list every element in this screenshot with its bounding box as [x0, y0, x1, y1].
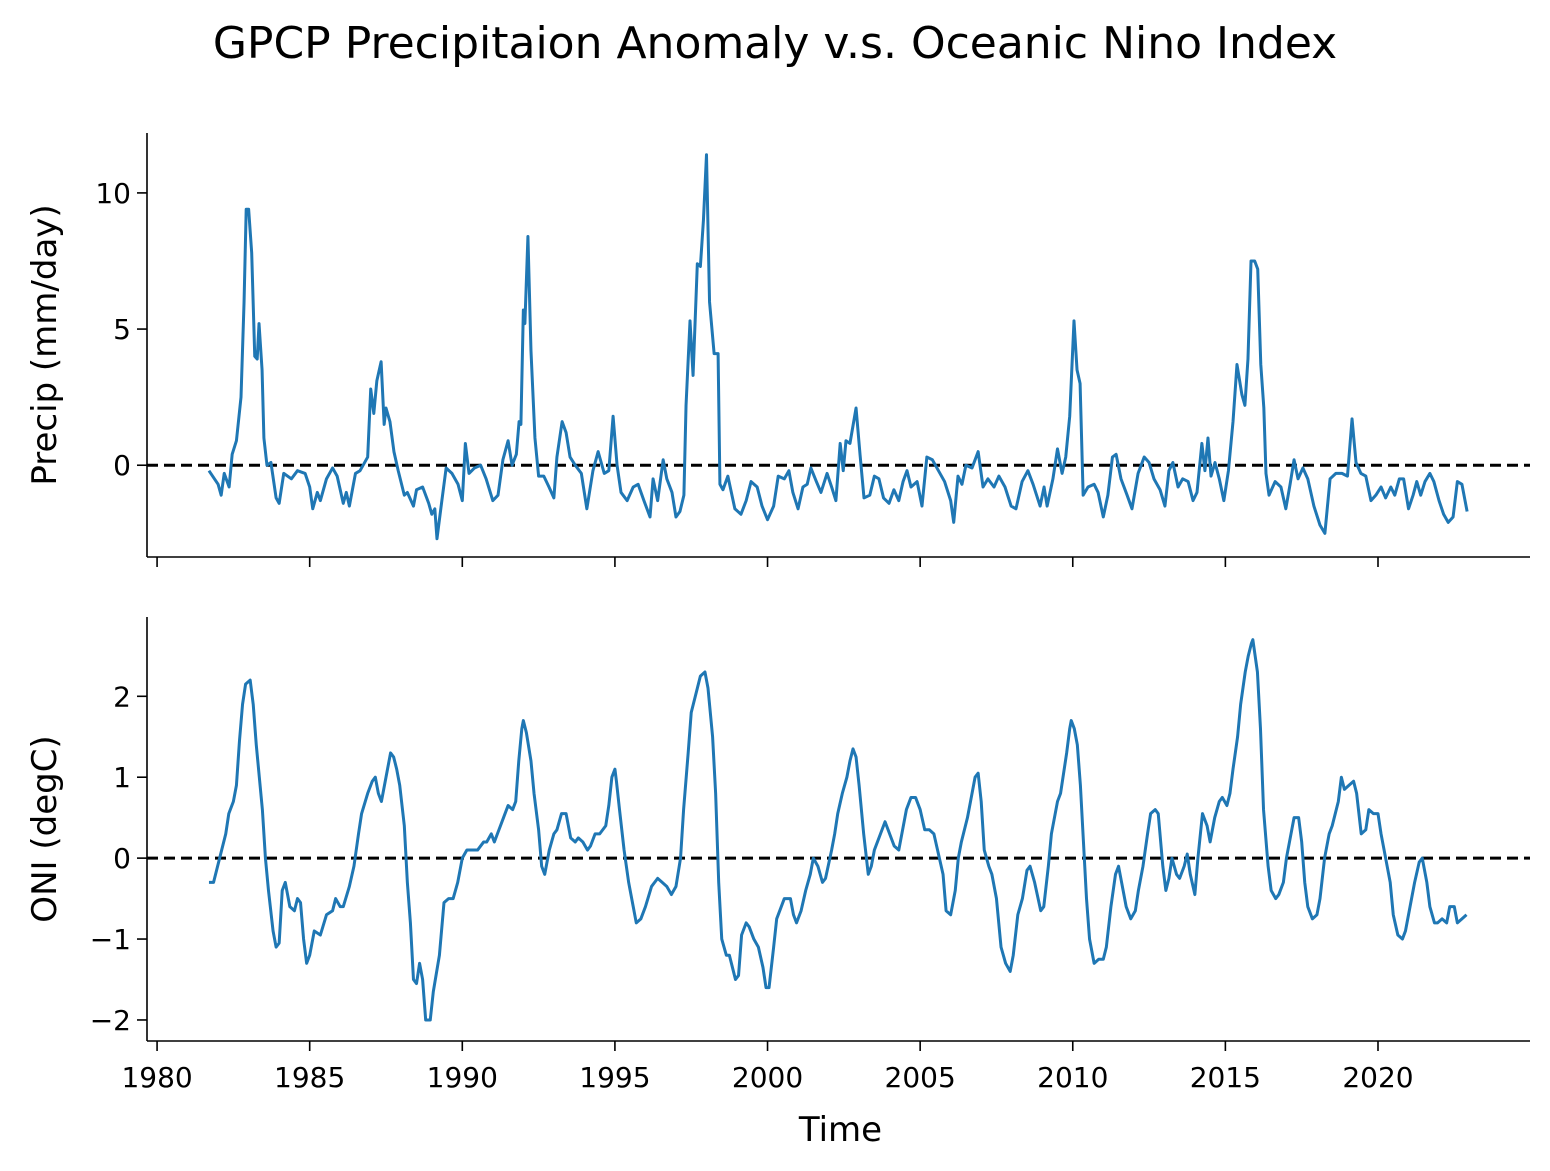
x-tick-label: 2010: [1037, 1061, 1108, 1094]
x-tick-label: 1985: [274, 1061, 345, 1094]
y-tick-label: −1: [90, 923, 131, 956]
x-axis-label: Time: [798, 1110, 882, 1150]
x-tick-label: 2005: [885, 1061, 956, 1094]
y-tick-label: 5: [113, 313, 131, 346]
y-tick-label: 10: [95, 177, 131, 210]
y-tick-label: −2: [90, 1004, 131, 1037]
figure-title: GPCP Precipitaion Anomaly v.s. Oceanic N…: [213, 18, 1337, 69]
y-tick-label: 0: [113, 842, 131, 875]
y-tick-label: 0: [113, 449, 131, 482]
x-tick-label: 2020: [1342, 1061, 1413, 1094]
x-tick-label: 1980: [121, 1061, 192, 1094]
y-tick-label: 2: [113, 680, 131, 713]
y-axis-label: Precip (mm/day): [25, 204, 65, 485]
y-tick-label: 1: [113, 761, 131, 794]
x-tick-label: 2000: [732, 1061, 803, 1094]
x-tick-label: 1995: [579, 1061, 650, 1094]
data-line: [207, 153, 1469, 541]
x-tick-label: 1990: [427, 1061, 498, 1094]
x-tick-label: 2015: [1190, 1061, 1261, 1094]
y-axis-label: ONI (degC): [25, 735, 65, 922]
data-line: [208, 638, 1468, 1022]
